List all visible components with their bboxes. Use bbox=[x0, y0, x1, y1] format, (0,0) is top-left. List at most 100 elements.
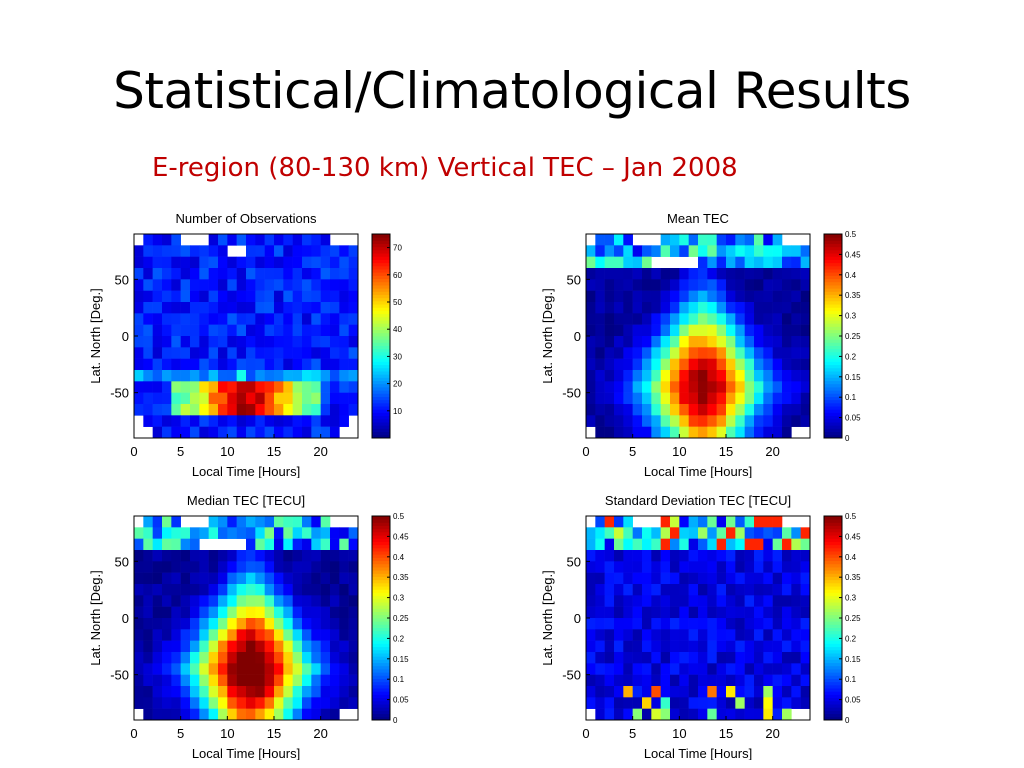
heatmap-cell bbox=[274, 234, 284, 246]
heatmap-cell bbox=[688, 324, 699, 337]
heatmap-cell bbox=[302, 618, 312, 630]
colorbar-tick-label: 0.3 bbox=[845, 312, 857, 321]
heatmap-cell bbox=[348, 595, 359, 607]
heatmap-cell bbox=[246, 538, 256, 551]
heatmap-cell bbox=[651, 324, 661, 337]
heatmap-cell bbox=[190, 550, 200, 562]
heatmap-cell bbox=[152, 652, 163, 664]
heatmap-cell bbox=[152, 629, 163, 641]
heatmap-cell bbox=[614, 584, 624, 596]
heatmap-cell bbox=[320, 686, 331, 698]
heatmap-cell bbox=[651, 550, 661, 562]
heatmap-cell bbox=[604, 336, 615, 348]
heatmap-cell bbox=[604, 358, 615, 371]
heatmap-cell bbox=[208, 550, 219, 562]
heatmap-cell bbox=[763, 358, 773, 371]
heatmap-cell bbox=[134, 572, 144, 585]
heatmap-cell bbox=[311, 302, 321, 314]
heatmap-cell bbox=[348, 279, 359, 291]
heatmap-cell bbox=[800, 245, 811, 257]
heatmap-cell bbox=[199, 279, 209, 291]
heatmap-cell bbox=[604, 595, 615, 607]
heatmap-cell bbox=[726, 618, 736, 630]
heatmap-cell bbox=[660, 426, 671, 439]
heatmap-cell bbox=[688, 404, 699, 416]
heatmap-cell bbox=[208, 302, 219, 314]
heatmap-cell bbox=[255, 516, 265, 528]
plot-title: Median TEC [TECU] bbox=[187, 493, 305, 508]
heatmap-cell bbox=[670, 381, 680, 393]
x-tick-label: 20 bbox=[765, 726, 779, 741]
heatmap-cell bbox=[735, 256, 745, 269]
heatmap-cell bbox=[302, 640, 312, 653]
heatmap-cell bbox=[246, 358, 256, 371]
heatmap-std-dev-tec: Standard Deviation TEC [TECU] 0 5 10 15 20 50 0… bbox=[536, 488, 866, 760]
heatmap-cell bbox=[339, 606, 349, 619]
heatmap-cell bbox=[623, 234, 633, 246]
heatmap-cell bbox=[763, 347, 773, 359]
heatmap-cell bbox=[782, 256, 792, 269]
heatmap-cell bbox=[236, 290, 247, 303]
heatmap-cell bbox=[348, 527, 359, 539]
heatmap-cell bbox=[246, 652, 256, 664]
heatmap-cell bbox=[660, 538, 671, 551]
heatmap-cell bbox=[348, 652, 359, 664]
heatmap-cell bbox=[670, 527, 680, 539]
heatmap-cell bbox=[190, 595, 200, 607]
heatmap-cell bbox=[632, 415, 643, 427]
heatmap-cell bbox=[586, 358, 596, 371]
heatmap-cell bbox=[255, 404, 265, 416]
heatmap-cell bbox=[236, 572, 247, 585]
heatmap-cell bbox=[143, 392, 153, 405]
heatmap-cell bbox=[264, 618, 275, 630]
heatmap-cell bbox=[642, 256, 652, 269]
heatmap-cell bbox=[264, 268, 275, 280]
heatmap-cell bbox=[744, 618, 755, 630]
heatmap-cell bbox=[162, 572, 172, 585]
heatmap-cell bbox=[143, 404, 153, 416]
heatmap-cell bbox=[651, 561, 661, 573]
heatmap-cell bbox=[604, 415, 615, 427]
heatmap-cell bbox=[698, 313, 708, 325]
heatmap-cell bbox=[651, 674, 661, 687]
x-tick-label: 15 bbox=[719, 444, 733, 459]
heatmap-cell bbox=[716, 708, 727, 721]
heatmap-cell bbox=[199, 256, 209, 269]
heatmap-cell bbox=[642, 336, 652, 348]
heatmap-cell bbox=[171, 674, 181, 687]
heatmap-cell bbox=[604, 426, 615, 439]
heatmap-cell bbox=[236, 674, 247, 687]
heatmap-cell bbox=[632, 652, 643, 664]
heatmap-cell bbox=[698, 550, 708, 562]
heatmap-cell bbox=[227, 550, 237, 562]
heatmap-cell bbox=[199, 652, 209, 664]
heatmap-cell bbox=[152, 572, 163, 585]
heatmap-cell bbox=[754, 370, 764, 382]
heatmap-cell bbox=[152, 697, 163, 709]
heatmap-cell bbox=[339, 347, 349, 359]
heatmap-cell bbox=[688, 640, 699, 653]
heatmap-cell bbox=[707, 370, 717, 382]
heatmap-cell bbox=[320, 550, 331, 562]
heatmap-cell bbox=[246, 324, 256, 337]
heatmap-cell bbox=[339, 370, 349, 382]
heatmap-cell bbox=[246, 302, 256, 314]
heatmap-cell bbox=[707, 640, 717, 653]
heatmap-cell bbox=[632, 527, 643, 539]
heatmap-cell bbox=[236, 336, 247, 348]
heatmap-cell bbox=[614, 629, 624, 641]
heatmap-cell bbox=[311, 426, 321, 439]
heatmap-cell bbox=[772, 606, 783, 619]
heatmap-cell bbox=[754, 516, 764, 528]
heatmap-cell bbox=[707, 652, 717, 664]
heatmap-cell bbox=[264, 336, 275, 348]
heatmap-cell bbox=[218, 279, 228, 291]
heatmap-cell bbox=[642, 674, 652, 687]
heatmap-cell bbox=[623, 527, 633, 539]
heatmap-cell bbox=[264, 629, 275, 641]
heatmap-cell bbox=[236, 595, 247, 607]
heatmap-cell bbox=[679, 381, 689, 393]
heatmap-cell bbox=[171, 324, 181, 337]
heatmap-cell bbox=[642, 686, 652, 698]
heatmap-cell bbox=[320, 358, 331, 371]
